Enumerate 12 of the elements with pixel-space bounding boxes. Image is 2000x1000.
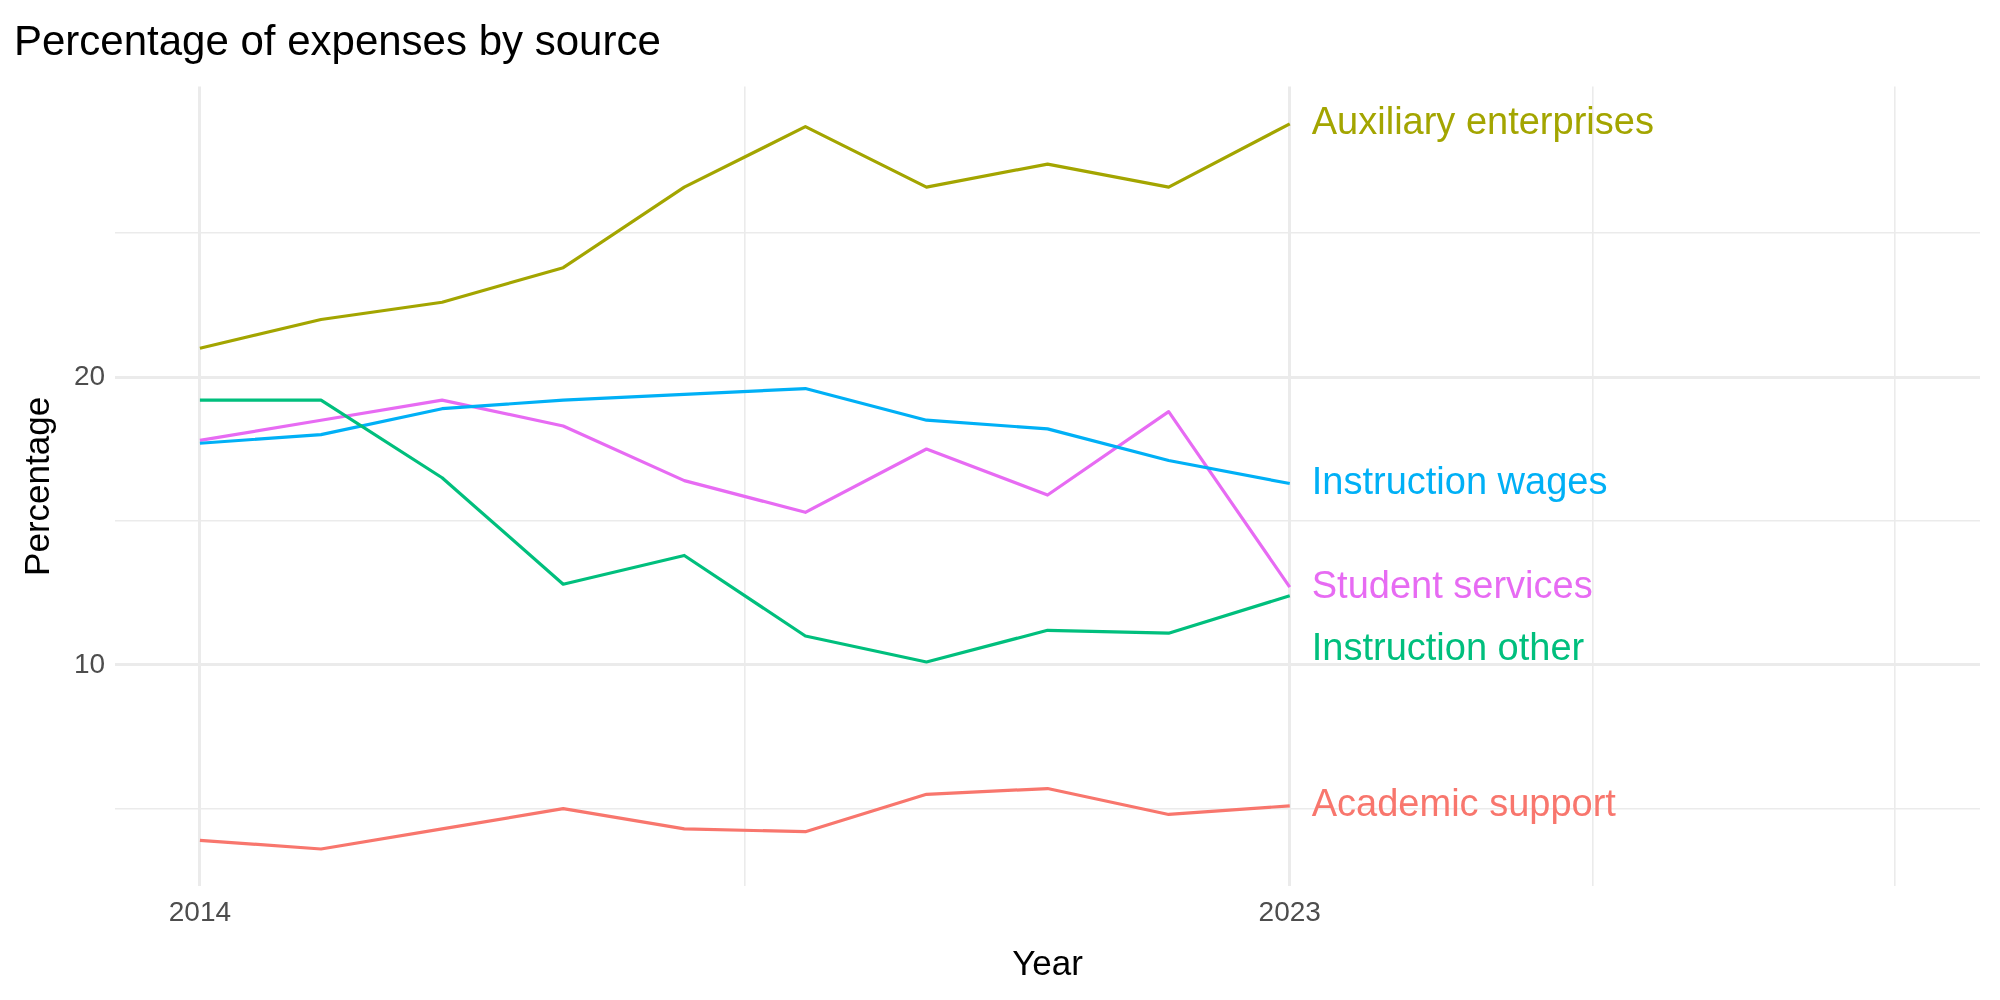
series-label: Instruction wages — [1311, 460, 1608, 503]
series-label: Auxiliary enterprises — [1311, 100, 1654, 143]
series-label: Instruction other — [1311, 625, 1585, 668]
y-tick-label: 10 — [73, 647, 106, 679]
x-tick-label: 2023 — [1258, 895, 1321, 927]
series-label: Academic support — [1311, 782, 1617, 825]
series-label: Student services — [1311, 563, 1593, 606]
y-axis-title: Percentage — [16, 396, 56, 576]
y-tick-label: 20 — [73, 359, 106, 391]
chart-title: Percentage of expenses by source — [14, 16, 661, 64]
x-axis-title: Year — [1012, 942, 1084, 982]
x-tick-label: 2014 — [168, 895, 232, 927]
